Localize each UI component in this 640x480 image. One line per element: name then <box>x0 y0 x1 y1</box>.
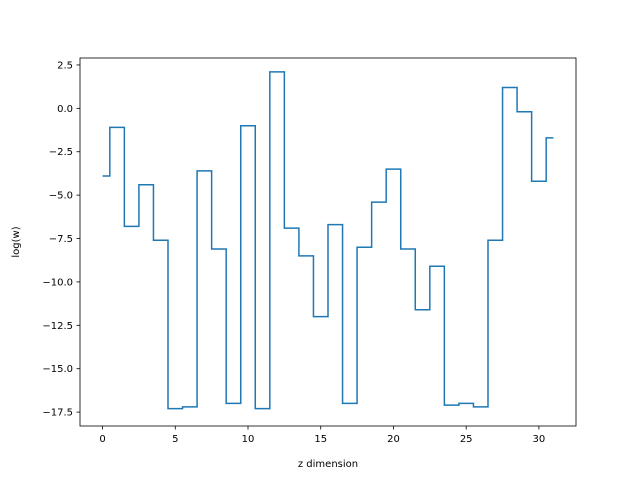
x-tick-label: 5 <box>172 434 178 445</box>
x-tick-label: 30 <box>533 434 546 445</box>
x-axis-ticks: 0 5 10 15 20 25 30 <box>99 426 545 445</box>
y-axis-label: log(w) <box>11 226 22 257</box>
x-tick-label: 10 <box>242 434 255 445</box>
y-tick-label: −17.5 <box>42 408 73 419</box>
data-layer <box>102 71 554 410</box>
y-tick-label: −5.0 <box>49 191 73 202</box>
y-tick-label: 2.5 <box>57 60 73 71</box>
y-tick-label: −15.0 <box>42 364 73 375</box>
x-tick-label: 25 <box>460 434 473 445</box>
y-tick-label: 0.0 <box>57 104 73 115</box>
y-tick-label: −12.5 <box>42 321 73 332</box>
y-tick-label: −2.5 <box>49 147 73 158</box>
y-tick-label: −7.5 <box>49 234 73 245</box>
series-line-0 <box>102 71 554 410</box>
x-tick-label: 0 <box>99 434 105 445</box>
x-axis-label: z dimension <box>298 459 358 470</box>
x-tick-label: 20 <box>387 434 400 445</box>
y-axis-ticks: 2.5 0.0 −2.5 −5.0 −7.5 −10.0 −12.5 −15.0 −17.5 <box>42 60 80 419</box>
x-tick-label: 15 <box>314 434 327 445</box>
axes-frame <box>79 57 577 427</box>
y-tick-label: −10.0 <box>42 277 73 288</box>
